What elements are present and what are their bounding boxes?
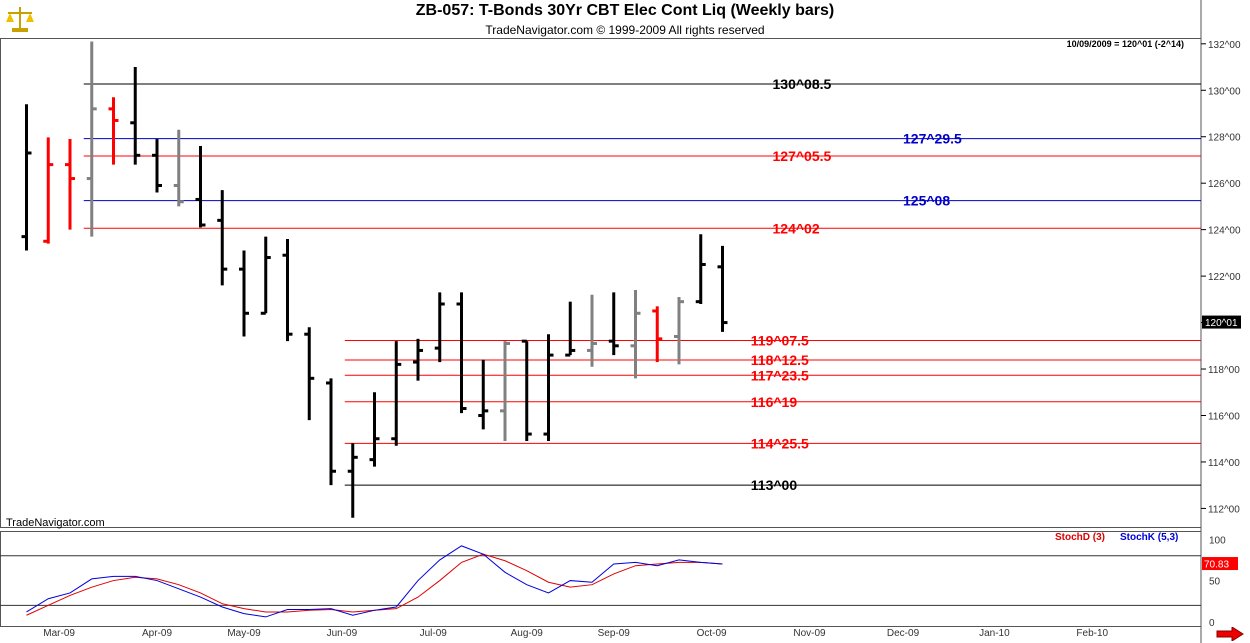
level-label: 125^08	[903, 193, 950, 209]
price-tick-label: 114^00	[1208, 458, 1240, 469]
x-tick-label: Oct-09	[697, 628, 727, 639]
legend-stoch-k: StochK (5,3)	[1120, 532, 1179, 543]
level-label: 118^12.5	[751, 352, 809, 368]
stoch-tick-label: 50	[1209, 577, 1221, 588]
price-panel-frame	[0, 38, 1202, 528]
price-tick-label: 124^00	[1208, 226, 1241, 237]
x-tick-label: May-09	[227, 628, 261, 639]
stoch-k-line	[26, 545, 723, 618]
level-label: 113^00	[751, 477, 798, 493]
x-tick-label: Apr-09	[142, 628, 172, 639]
level-label: 114^25.5	[751, 435, 809, 451]
price-tick-label: 122^00	[1208, 272, 1241, 283]
x-tick-label: Jul-09	[420, 628, 448, 639]
last-price-tag: 120^01	[1205, 318, 1238, 329]
price-tick-label: 126^00	[1208, 179, 1241, 190]
level-label: 116^19	[751, 394, 798, 410]
price-tick-label: 118^00	[1208, 365, 1240, 376]
price-tick-label: 130^00	[1208, 86, 1241, 97]
last-price-tag-bg	[1202, 315, 1241, 329]
level-label: 117^23.5	[751, 367, 809, 383]
x-tick-label: Feb-10	[1076, 628, 1108, 639]
x-tick-label: Jan-10	[979, 628, 1010, 639]
price-tick-label: 132^00	[1208, 40, 1241, 51]
x-tick-label: Aug-09	[511, 628, 544, 639]
chart-subtitle: TradeNavigator.com © 1999-2009 All right…	[485, 23, 765, 37]
level-label: 127^05.5	[773, 148, 832, 164]
level-label: 130^08.5	[773, 76, 832, 92]
level-label: 119^07.5	[751, 332, 809, 348]
x-tick-label: Sep-09	[598, 628, 631, 639]
last-quote: 10/09/2009 = 120^01 (-2^14)	[1066, 39, 1184, 49]
price-tick-label: 116^00	[1208, 411, 1240, 422]
x-tick-label: Dec-09	[887, 628, 920, 639]
stoch-value-tag-bg	[1202, 557, 1238, 571]
stoch-value-tag: 70.83	[1204, 560, 1229, 571]
price-tick-label: 128^00	[1208, 133, 1241, 144]
stoch-tick-label: 0	[1209, 618, 1215, 629]
x-tick-label: Jun-09	[327, 628, 358, 639]
x-tick-label: Mar-09	[43, 628, 75, 639]
x-tick-label: Nov-09	[793, 628, 826, 639]
level-label: 127^29.5	[903, 131, 962, 147]
scroll-right-arrow-icon[interactable]	[1216, 627, 1244, 641]
scale-logo-icon	[6, 7, 34, 32]
stoch-tick-label: 100	[1209, 535, 1226, 546]
price-tick-label: 112^00	[1208, 504, 1240, 515]
stoch-panel-frame	[0, 531, 1202, 627]
level-label: 124^02	[773, 220, 820, 236]
watermark: TradeNavigator.com	[6, 517, 105, 529]
legend-stoch-d: StochD (3)	[1055, 532, 1105, 543]
chart-title: ZB-057: T-Bonds 30Yr CBT Elec Cont Liq (…	[415, 2, 835, 19]
